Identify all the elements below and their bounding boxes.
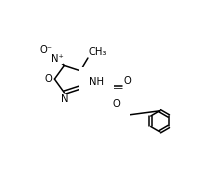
Text: N⁺: N⁺ xyxy=(51,54,63,64)
Text: NH: NH xyxy=(89,77,104,87)
Text: O: O xyxy=(112,99,120,108)
Text: O⁻: O⁻ xyxy=(39,45,52,55)
Text: CH₃: CH₃ xyxy=(89,47,107,57)
Text: O: O xyxy=(45,74,53,84)
Text: O: O xyxy=(123,76,131,86)
Text: N: N xyxy=(60,94,68,104)
